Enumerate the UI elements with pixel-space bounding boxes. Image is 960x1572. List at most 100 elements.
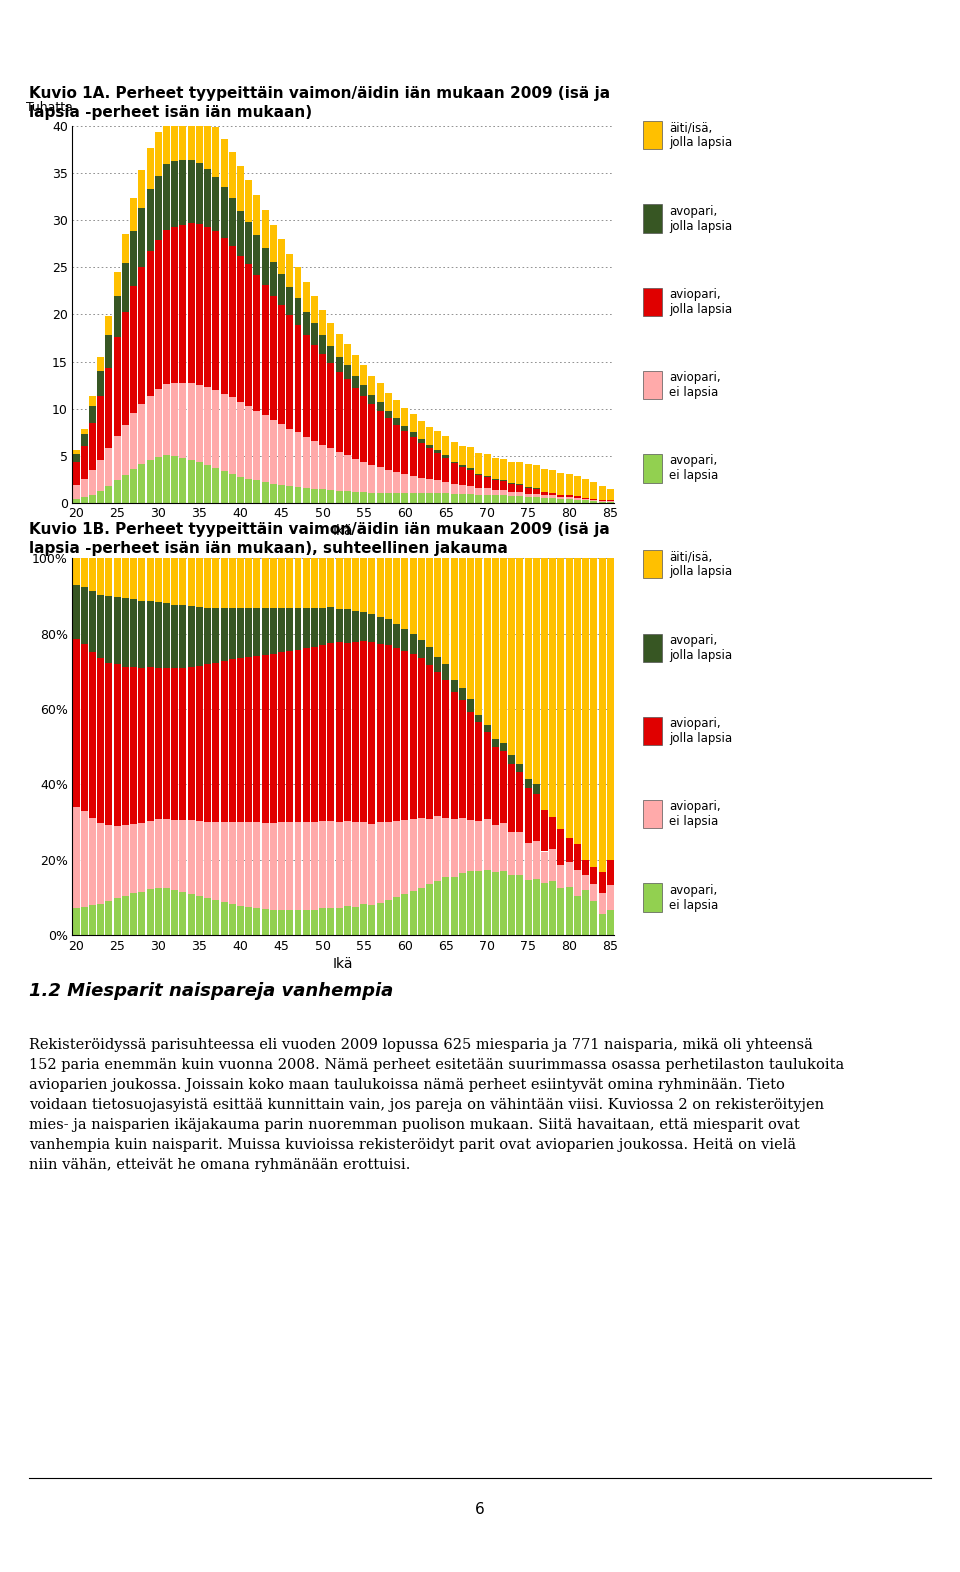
- Bar: [113, 596, 121, 665]
- Bar: [508, 492, 516, 497]
- Bar: [450, 692, 458, 819]
- Bar: [336, 335, 343, 357]
- Bar: [228, 822, 236, 904]
- Bar: [401, 492, 408, 503]
- Bar: [147, 252, 154, 396]
- Bar: [394, 624, 400, 648]
- Bar: [270, 822, 276, 910]
- Bar: [484, 476, 491, 487]
- Bar: [113, 558, 121, 596]
- Bar: [245, 907, 252, 935]
- Bar: [97, 396, 105, 459]
- Bar: [196, 113, 203, 163]
- Bar: [81, 445, 87, 478]
- Bar: [204, 665, 211, 822]
- Bar: [155, 132, 162, 176]
- Bar: [138, 267, 145, 404]
- Bar: [163, 558, 170, 604]
- Bar: [228, 398, 236, 473]
- Bar: [508, 764, 516, 833]
- Bar: [106, 448, 112, 486]
- Bar: [336, 643, 343, 822]
- Text: avopari,
jolla lapsia: avopari, jolla lapsia: [669, 634, 732, 662]
- Bar: [311, 648, 318, 822]
- Bar: [81, 645, 87, 811]
- Bar: [385, 822, 392, 899]
- Bar: [163, 668, 170, 819]
- Bar: [565, 838, 573, 863]
- Bar: [131, 893, 137, 935]
- Bar: [187, 384, 195, 459]
- Bar: [221, 660, 228, 822]
- Bar: [352, 376, 359, 388]
- Bar: [549, 495, 556, 498]
- Bar: [81, 586, 87, 645]
- Bar: [262, 909, 269, 935]
- Bar: [163, 231, 170, 384]
- Bar: [262, 248, 269, 285]
- Bar: [228, 608, 236, 660]
- Bar: [163, 165, 170, 231]
- Bar: [180, 457, 186, 503]
- Bar: [352, 643, 359, 822]
- Bar: [443, 681, 449, 819]
- Bar: [541, 495, 548, 498]
- Bar: [302, 437, 310, 487]
- Bar: [89, 495, 96, 503]
- Bar: [468, 821, 474, 871]
- Bar: [574, 871, 581, 896]
- Bar: [295, 299, 301, 325]
- Bar: [106, 486, 112, 503]
- Bar: [468, 712, 474, 821]
- Bar: [228, 904, 236, 935]
- Bar: [187, 667, 195, 821]
- Bar: [394, 898, 400, 935]
- Bar: [565, 887, 573, 935]
- Bar: [171, 160, 179, 226]
- Bar: [245, 822, 252, 907]
- Bar: [516, 492, 523, 497]
- Bar: [450, 462, 458, 464]
- Bar: [245, 657, 252, 822]
- Bar: [352, 822, 359, 907]
- Bar: [73, 638, 80, 808]
- Bar: [237, 476, 244, 503]
- Bar: [171, 668, 179, 819]
- Bar: [344, 344, 350, 365]
- Bar: [549, 882, 556, 935]
- Bar: [187, 558, 195, 607]
- Bar: [336, 373, 343, 453]
- Bar: [262, 608, 269, 656]
- Bar: [204, 822, 211, 898]
- Bar: [475, 475, 482, 487]
- Bar: [410, 635, 417, 654]
- Bar: [401, 651, 408, 819]
- Bar: [574, 500, 581, 503]
- Bar: [295, 487, 301, 503]
- Bar: [253, 410, 260, 481]
- Bar: [262, 285, 269, 415]
- Bar: [286, 255, 293, 288]
- Bar: [221, 558, 228, 608]
- Bar: [558, 500, 564, 503]
- Bar: [89, 423, 96, 470]
- Bar: [278, 652, 285, 822]
- Bar: [286, 486, 293, 503]
- Bar: [180, 225, 186, 384]
- Bar: [574, 844, 581, 871]
- Bar: [122, 475, 129, 503]
- Bar: [533, 497, 540, 503]
- Bar: [97, 357, 105, 371]
- Bar: [319, 558, 326, 608]
- Bar: [508, 833, 516, 876]
- Bar: [327, 607, 334, 643]
- Bar: [171, 226, 179, 384]
- Bar: [336, 453, 343, 490]
- Bar: [558, 473, 564, 495]
- Bar: [574, 497, 581, 498]
- Bar: [500, 481, 507, 490]
- Bar: [311, 608, 318, 648]
- Bar: [418, 640, 424, 657]
- Bar: [394, 558, 400, 624]
- Bar: [278, 305, 285, 424]
